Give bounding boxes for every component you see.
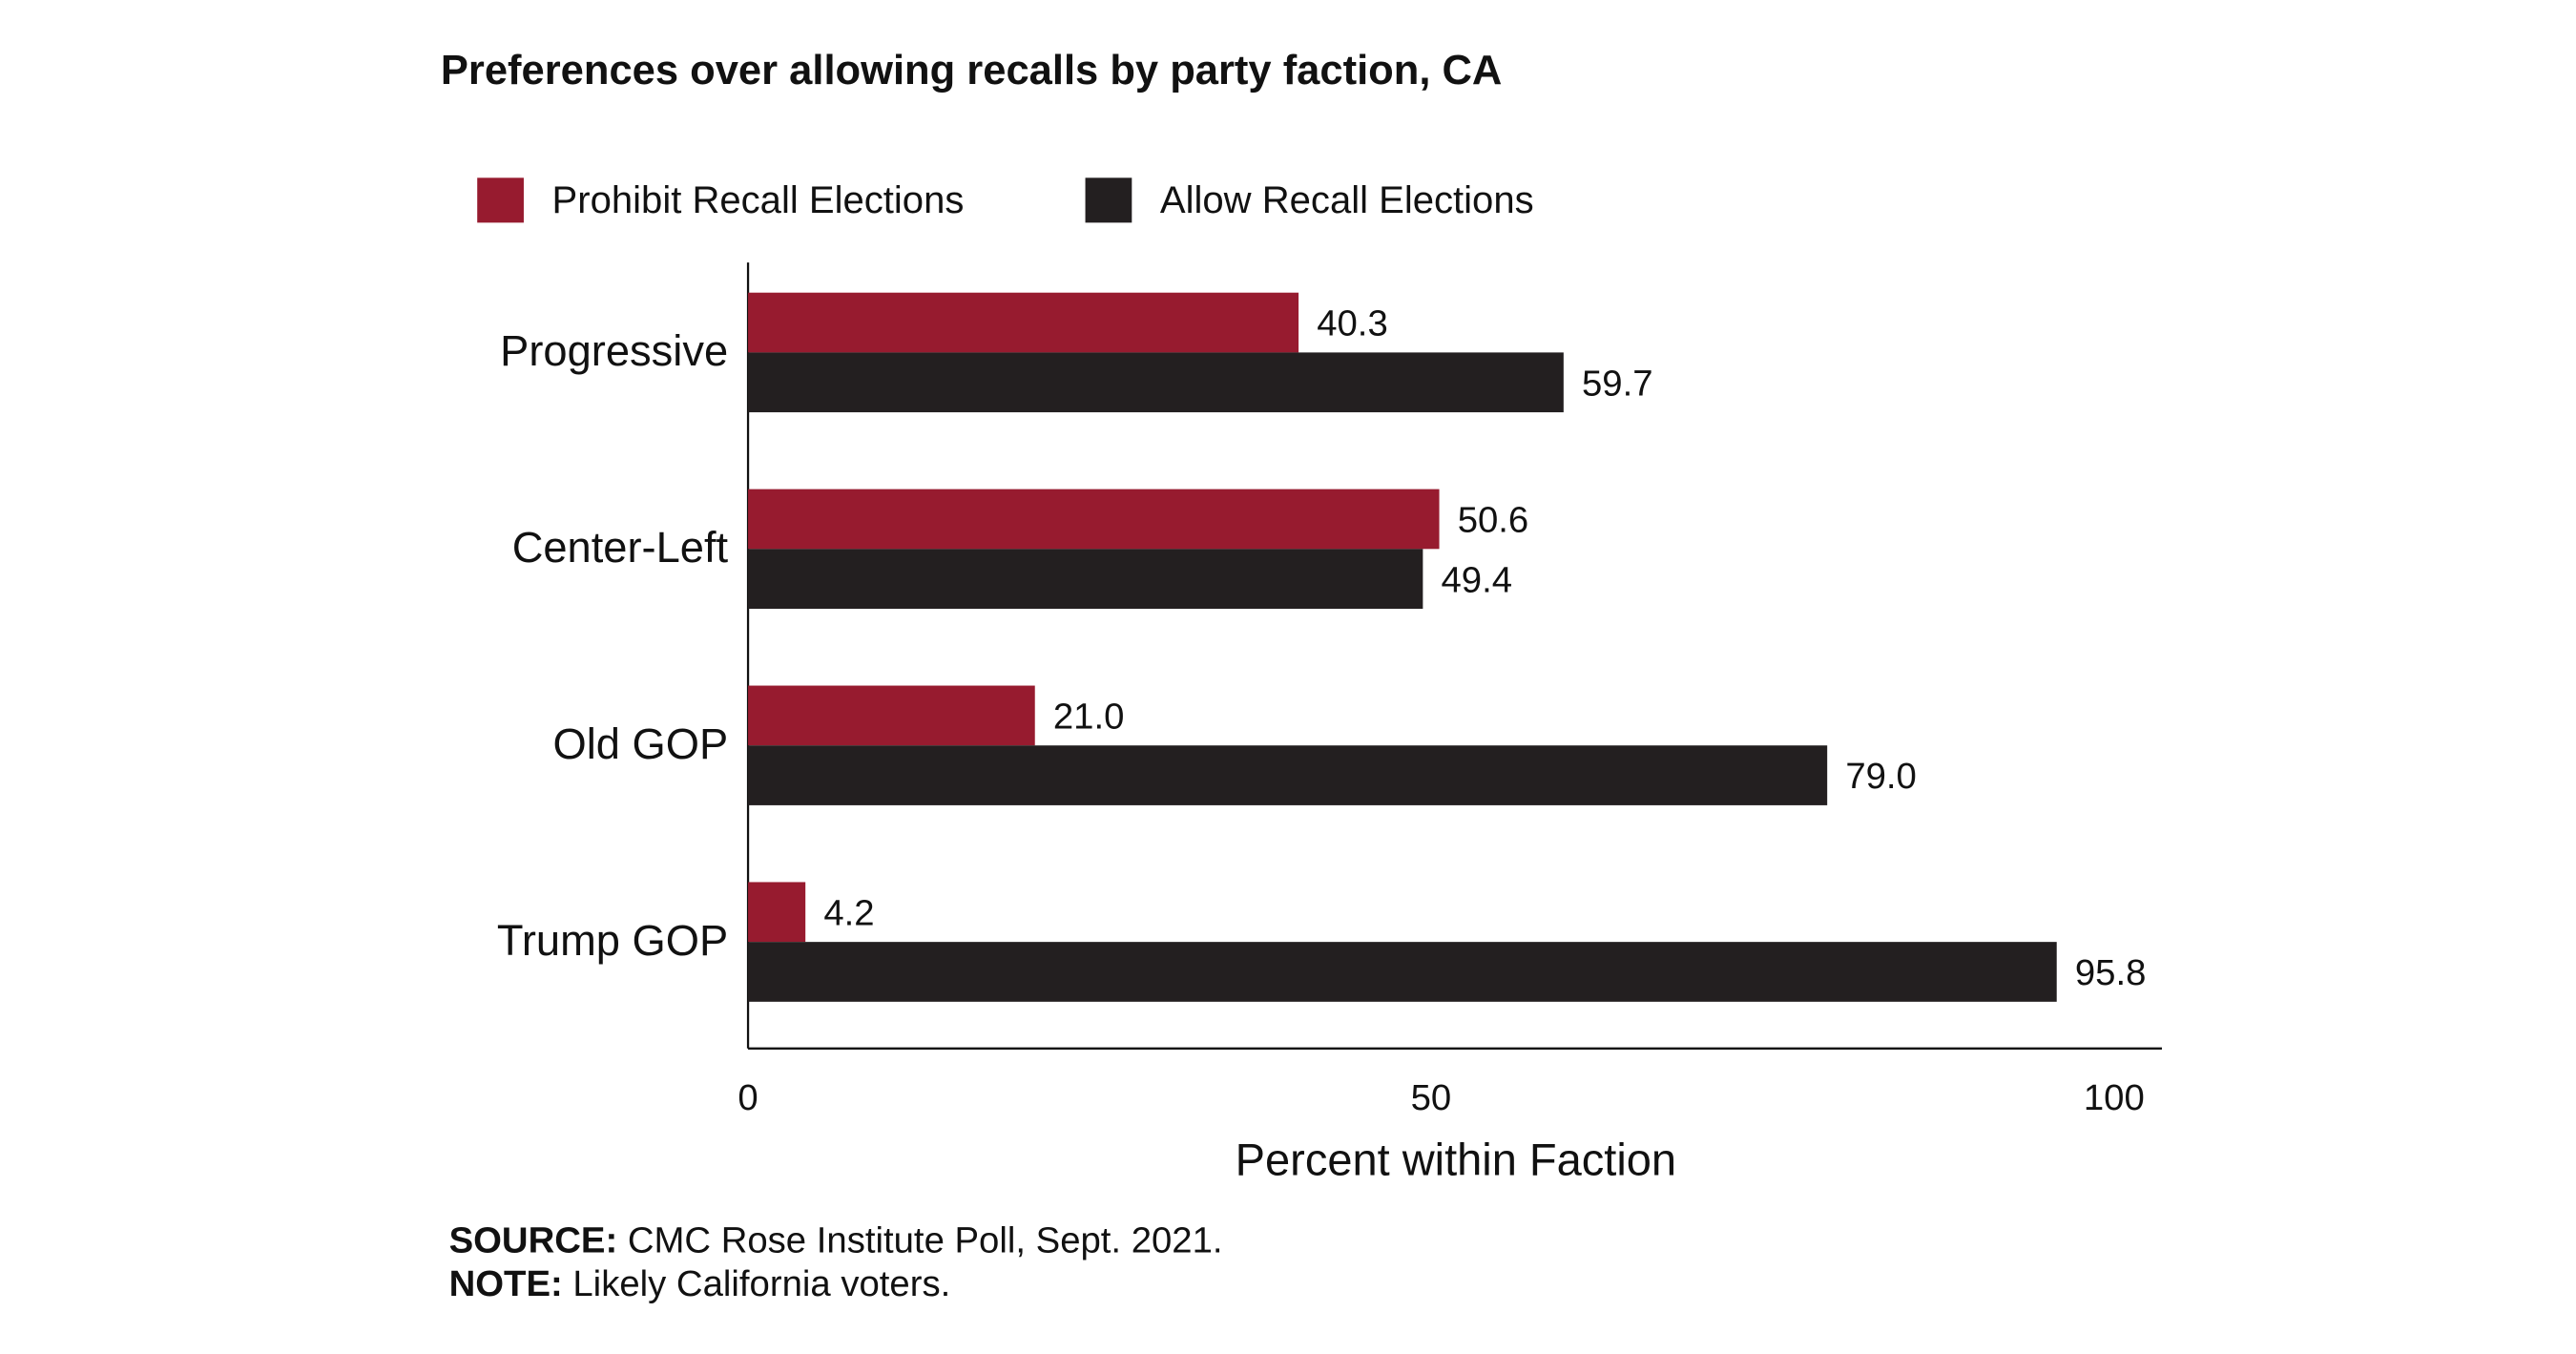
y-tick-label: Trump GOP (497, 916, 728, 965)
note: NOTE: Likely California voters. (449, 1263, 951, 1304)
legend-swatch (1085, 177, 1132, 223)
value-label: 59.7 (1582, 363, 1653, 404)
value-label: 4.2 (823, 892, 874, 933)
value-label: 21.0 (1053, 696, 1125, 737)
y-tick-label: Center-Left (512, 523, 729, 572)
chart-title: Preferences over allowing recalls by par… (441, 48, 1502, 94)
x-tick-label: 50 (1411, 1077, 1452, 1118)
note-label: NOTE: (449, 1263, 563, 1304)
note-text: Likely California voters. (572, 1263, 950, 1304)
x-axis-label: Percent within Faction (1236, 1134, 1676, 1184)
bar (748, 549, 1423, 609)
bar (748, 942, 2057, 1002)
bar (748, 882, 806, 943)
value-label: 79.0 (1845, 756, 1917, 797)
value-label: 95.8 (2075, 952, 2147, 993)
value-label: 40.3 (1317, 303, 1388, 344)
value-label: 50.6 (1458, 500, 1529, 541)
bar (748, 352, 1564, 413)
value-label: 49.4 (1442, 559, 1513, 600)
y-tick-label: Progressive (500, 326, 728, 375)
x-tick-label: 0 (737, 1077, 758, 1118)
legend-swatch (477, 177, 524, 223)
bar (748, 292, 1299, 353)
source-label: SOURCE: (449, 1220, 618, 1261)
source: SOURCE: CMC Rose Institute Poll, Sept. 2… (449, 1220, 1223, 1261)
bar (748, 489, 1440, 550)
x-tick-label: 100 (2084, 1077, 2145, 1118)
legend-label: Prohibit Recall Elections (552, 179, 965, 221)
source-text: CMC Rose Institute Poll, Sept. 2021. (628, 1220, 1223, 1261)
legend-label: Allow Recall Elections (1160, 179, 1534, 221)
y-tick-label: Old GOP (553, 719, 729, 768)
bar (748, 745, 1828, 805)
bar (748, 685, 1035, 746)
